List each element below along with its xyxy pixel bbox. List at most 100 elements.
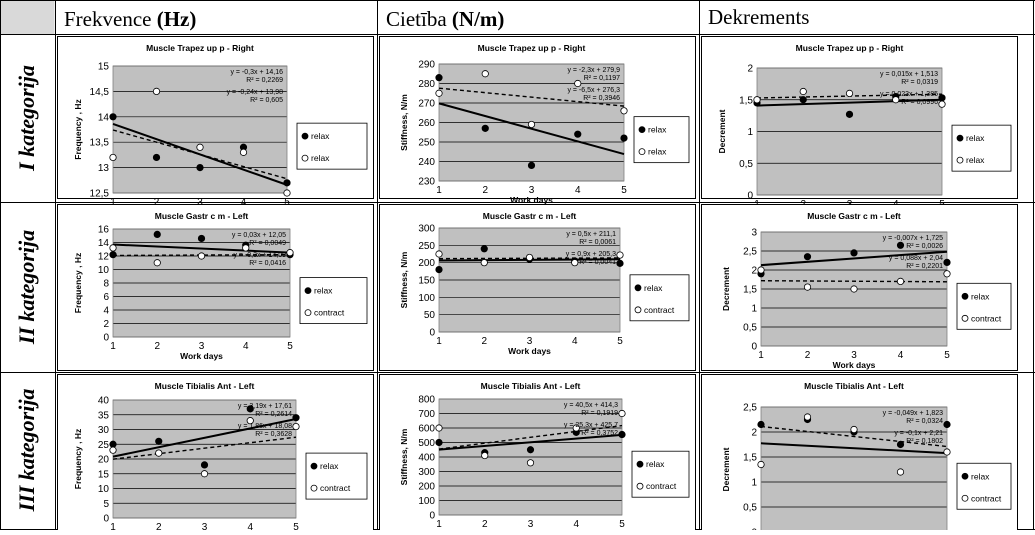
plot-border <box>112 228 291 338</box>
y-tick-label: 15 <box>98 62 110 73</box>
y-tick-label: 230 <box>418 177 435 188</box>
x-tick-label: 2 <box>156 522 162 530</box>
chart-title: Muscle Trapez up p - Right <box>796 43 904 53</box>
data-point-filled <box>799 96 807 104</box>
data-point-filled <box>616 259 624 267</box>
regression-r2: R² = 0,0041 <box>579 259 616 266</box>
chart-title: Muscle Tibialis Ant - Left <box>804 381 904 391</box>
y-tick-label: 100 <box>418 496 435 507</box>
chart-7: Muscle Tibialis Ant - Left05101520253035… <box>57 374 374 535</box>
data-point-open <box>155 449 163 457</box>
regression-equation: y = 0,023x + 1,385 <box>880 91 938 98</box>
y-tick-label: 0 <box>103 333 109 344</box>
data-point-open <box>938 100 946 108</box>
data-point-filled <box>152 153 161 162</box>
x-tick-label: 3 <box>199 341 205 352</box>
data-point-open <box>481 451 489 460</box>
y-axis-label: Decrement <box>721 267 731 311</box>
y-tick-label: 1 <box>747 127 753 138</box>
data-point-open <box>246 417 254 425</box>
trendline-filled <box>760 250 948 267</box>
data-point-open <box>616 251 624 259</box>
legend-box <box>299 277 368 325</box>
x-tick-label: 4 <box>572 336 578 347</box>
regression-r2: R² = 0,3752 <box>581 430 618 437</box>
legend-marker <box>304 287 312 295</box>
y-tick-label: 14 <box>98 238 110 249</box>
regression-equation: y = -2,3x + 279,9 <box>567 67 620 74</box>
x-tick-label: 3 <box>202 522 208 530</box>
plot-border <box>756 67 943 196</box>
data-point-open <box>109 244 117 252</box>
legend-marker <box>956 156 964 164</box>
data-point-filled <box>943 420 951 429</box>
regression-r2: R² = 0,3628 <box>255 431 292 438</box>
data-point-open <box>292 422 300 431</box>
legend-marker <box>636 482 644 490</box>
data-point-open <box>481 70 489 78</box>
svg-text:Dekrements: Dekrements <box>708 5 809 29</box>
y-tick-label: 250 <box>418 241 435 252</box>
y-tick-label: 1,5 <box>739 95 753 106</box>
x-tick-label: 4 <box>243 341 249 352</box>
data-point-open <box>200 470 209 478</box>
y-tick-label: 400 <box>418 453 435 464</box>
data-point-open <box>572 424 580 432</box>
regression-r2: R² = 0,2201 <box>906 263 943 270</box>
legend-marker <box>304 309 312 317</box>
chart-1: Muscle Trapez up p - Right12,51313,51414… <box>57 36 374 217</box>
trendline-open <box>112 436 297 460</box>
x-tick-label: 1 <box>110 197 116 208</box>
svg-text:Frekvence (Hz): Frekvence (Hz) <box>64 7 196 31</box>
trendline-filled <box>438 102 625 156</box>
regression-r2: R² = 0,0026 <box>906 243 943 250</box>
y-tick-label: 16 <box>98 225 110 236</box>
regression-equation: y = 3,19x + 17,61 <box>238 403 292 410</box>
x-tick-label: 2 <box>805 350 811 361</box>
x-tick-label: 2 <box>481 336 487 347</box>
legend-label: contract <box>644 305 675 315</box>
data-point-open <box>196 143 204 151</box>
regression-r2: R² = 0,3946 <box>583 95 620 102</box>
regression-equation: y = -0,24x + 13,98 <box>227 89 284 96</box>
trendline-filled <box>438 433 623 451</box>
legend-box <box>956 282 1012 330</box>
legend-marker <box>961 292 969 300</box>
data-point-open <box>850 425 858 434</box>
x-tick-label: 3 <box>527 336 533 347</box>
x-tick-label: 5 <box>287 341 293 352</box>
legend-marker <box>638 148 646 156</box>
y-axis-label: Stiffness, N/m <box>399 251 409 308</box>
data-point-filled <box>757 420 765 429</box>
legend-marker <box>636 460 644 468</box>
regression-equation: y = 40,5x + 414,3 <box>564 402 618 409</box>
plot-border <box>112 65 288 194</box>
y-tick-label: 0 <box>747 191 753 202</box>
y-tick-label: 260 <box>418 118 435 129</box>
legend-label: contract <box>971 313 1002 323</box>
data-point-open <box>109 446 117 454</box>
trendline-filled <box>112 243 291 254</box>
data-point-filled <box>435 74 443 82</box>
plot-border <box>438 227 621 333</box>
y-tick-label: 200 <box>418 258 435 269</box>
x-tick-label: 2 <box>482 185 488 196</box>
data-point-open <box>943 270 951 278</box>
chart-title: Muscle Gastr c m - Left <box>155 211 249 221</box>
trendline-open <box>438 87 625 107</box>
y-tick-label: 25 <box>98 440 110 451</box>
x-tick-label: 3 <box>529 185 535 196</box>
y-tick-label: 300 <box>418 467 435 478</box>
x-tick-label: 3 <box>528 519 534 530</box>
legend-label: relax <box>648 147 667 157</box>
trendline-open <box>112 129 288 180</box>
chart-title: Muscle Tibialis Ant - Left <box>481 381 581 391</box>
regression-r2: R² = 0,0416 <box>249 260 286 267</box>
legend-label: relax <box>320 461 339 471</box>
data-point-filled <box>109 113 117 121</box>
x-tick-label: 3 <box>197 197 203 208</box>
legend-marker <box>634 306 642 314</box>
trendline-open <box>438 257 621 260</box>
y-tick-label: 2 <box>751 266 757 277</box>
legend-marker <box>961 314 969 322</box>
